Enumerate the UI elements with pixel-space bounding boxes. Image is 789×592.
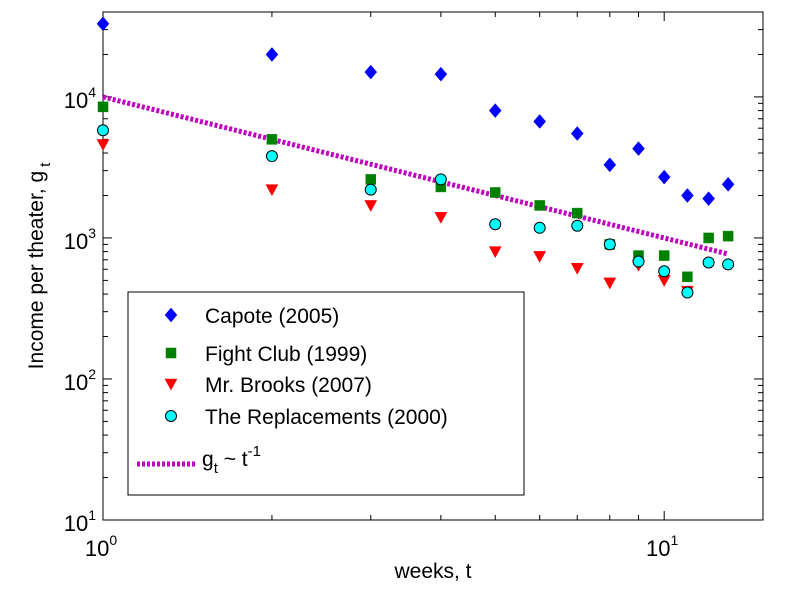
- y-tick-label: 101: [64, 507, 96, 536]
- data-point-square-1-4: [489, 187, 501, 198]
- data-point-circle-3-10: [681, 286, 694, 299]
- legend-fit-sup: -1: [248, 443, 261, 460]
- data-point-circle-3-1: [265, 150, 278, 163]
- data-point-square-1-11: [703, 232, 714, 244]
- data-point-circle-3-11: [702, 256, 715, 269]
- data-point-circle-3-3: [434, 173, 447, 186]
- legend-box: [127, 291, 525, 496]
- data-point-circle-3-0: [97, 124, 109, 137]
- y-tick-label-exponent: 2: [88, 366, 96, 382]
- data-point-square-1-10: [682, 271, 693, 283]
- data-point-diamond-0-4: [488, 103, 502, 118]
- data-point-circle-3-7: [603, 238, 616, 251]
- data-point-diamond-0-6: [570, 126, 584, 141]
- y-tick-label-base: 10: [64, 370, 88, 395]
- y-tick-label-exponent: 3: [88, 225, 96, 241]
- legend-marker-1: [165, 347, 177, 359]
- y-tick-label-exponent: 1: [88, 507, 96, 523]
- data-point-diamond-0-10: [681, 188, 694, 203]
- data-point-diamond-0-12: [721, 176, 735, 192]
- data-point-circle-3-12: [722, 258, 735, 271]
- data-point-triangle-down-2-3: [434, 212, 448, 224]
- y-axis-title-subscript: t: [37, 162, 54, 167]
- legend-label-3: The Replacements (2000): [205, 406, 448, 429]
- data-point-triangle-down-2-0: [96, 139, 110, 151]
- y-tick-label: 104: [64, 84, 96, 113]
- y-tick-label-base: 10: [64, 229, 88, 254]
- legend-marker-2: [164, 378, 178, 391]
- legend-fit-mid: ~ t: [218, 448, 248, 471]
- data-point-circle-3-4: [489, 218, 502, 231]
- data-points-group: [96, 16, 735, 299]
- data-point-triangle-down-2-2: [364, 200, 378, 212]
- legend-label-1: Fight Club (1999): [205, 343, 367, 366]
- data-point-diamond-0-5: [533, 114, 547, 129]
- data-point-diamond-0-7: [603, 157, 617, 173]
- x-tick-label: 100: [85, 532, 117, 561]
- y-axis-title-main: Income per theater, g: [25, 171, 48, 369]
- data-point-circle-3-8: [632, 255, 645, 268]
- data-point-triangle-down-2-4: [488, 246, 502, 259]
- data-point-diamond-0-1: [265, 47, 279, 62]
- data-point-square-1-0: [97, 101, 109, 113]
- data-point-diamond-0-11: [702, 191, 715, 207]
- legend-label-0: Capote (2005): [205, 305, 339, 328]
- fit-line-group: [102, 94, 729, 257]
- legend: Capote (2005) Fight Club (1999) Mr. Brooks…: [127, 291, 525, 496]
- x-axis-title: weeks, t: [393, 560, 471, 583]
- legend-label-2: Mr. Brooks (2007): [205, 374, 372, 397]
- x-tick-label: 101: [646, 532, 678, 561]
- data-point-diamond-0-3: [434, 66, 448, 82]
- data-point-diamond-0-8: [632, 141, 645, 156]
- legend-fit-sub: t: [214, 460, 219, 477]
- data-point-circle-3-5: [533, 221, 546, 234]
- data-point-square-1-6: [572, 207, 583, 219]
- data-point-circle-3-6: [571, 219, 584, 232]
- data-point-diamond-0-0: [96, 16, 110, 32]
- data-point-triangle-down-2-6: [570, 262, 584, 275]
- data-point-circle-3-9: [658, 265, 671, 278]
- data-point-square-1-2: [365, 174, 377, 185]
- y-tick-label-base: 10: [64, 88, 88, 113]
- data-point-square-1-5: [534, 200, 545, 211]
- data-point-diamond-0-2: [364, 64, 378, 80]
- data-point-square-1-9: [658, 250, 670, 261]
- legend-marker-3: [165, 410, 177, 422]
- x-tick-label-base: 10: [646, 536, 670, 561]
- y-axis-title-group: Income per theater, g t: [25, 162, 54, 369]
- data-point-square-1-1: [266, 134, 278, 145]
- y-tick-label-exponent: 4: [88, 84, 96, 100]
- data-point-diamond-0-9: [657, 169, 671, 185]
- legend-fit-label: gt ~ t-1: [202, 443, 261, 477]
- data-point-square-1-12: [722, 230, 734, 242]
- legend-fit-main: g: [202, 448, 214, 471]
- x-tick-label-exponent: 0: [109, 532, 117, 548]
- data-point-circle-3-2: [364, 183, 377, 196]
- legend-marker-0: [164, 307, 178, 323]
- data-point-triangle-down-2-7: [603, 277, 617, 290]
- x-tick-label-exponent: 1: [671, 532, 679, 548]
- fit-line: [102, 94, 729, 257]
- x-tick-label-base: 10: [85, 536, 109, 561]
- data-point-triangle-down-2-1: [265, 184, 279, 197]
- y-tick-label: 102: [64, 366, 96, 395]
- data-point-triangle-down-2-5: [533, 251, 547, 263]
- y-axis-title: Income per theater, g t: [25, 162, 54, 369]
- y-tick-label: 103: [64, 225, 96, 254]
- y-tick-label-base: 10: [64, 511, 88, 536]
